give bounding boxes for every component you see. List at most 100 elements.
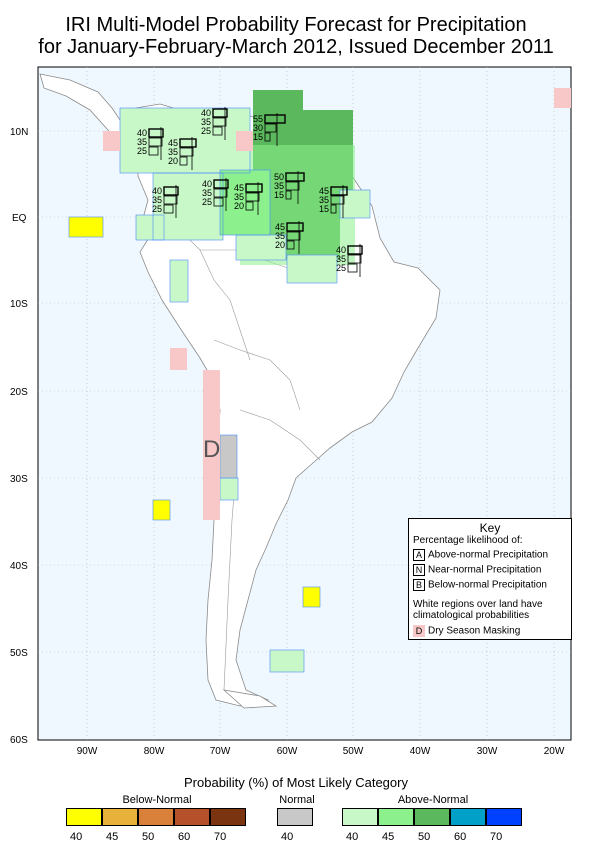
forecast-value: 35: [168, 147, 178, 157]
forecast-value: 40: [152, 186, 162, 196]
tierra-del-fuego-land: [222, 689, 278, 709]
above-normal-swatch: [414, 808, 450, 826]
forecast-value: 35: [234, 192, 244, 202]
forecast-bar: [285, 190, 292, 200]
forecast-bar: [347, 263, 358, 273]
dry-season-label: D: [203, 436, 220, 463]
forecast-bar: [163, 186, 179, 196]
forecast-markers: 4035254035254535205530154035254035254535…: [137, 107, 363, 277]
forecast-bar: [264, 123, 277, 133]
key-text: Below-normal Precipitation: [428, 579, 547, 591]
key-text: Above-normal Precipitation: [428, 549, 549, 561]
forecast-value: 25: [201, 126, 211, 136]
forecast-value: 25: [152, 204, 162, 214]
above-normal-shading: [120, 90, 370, 672]
forecast-value: 35: [137, 137, 147, 147]
forecast-bar: [213, 188, 228, 198]
forecast-value: 40: [137, 128, 147, 138]
forecast-bar: [285, 181, 300, 191]
forecast-value: 45: [168, 138, 178, 148]
lat-label: 30S: [10, 474, 28, 485]
below-normal-swatch: [102, 808, 138, 826]
forecast-bar: [179, 138, 197, 148]
forecast-bar: [330, 195, 345, 205]
forecast-value: 40: [201, 108, 211, 118]
lon-label: 70W: [210, 746, 231, 757]
lon-label: 40W: [410, 746, 431, 757]
above-normal-tick: 50: [418, 831, 431, 843]
forecast-bar: [245, 183, 263, 193]
key-title: Key: [479, 521, 501, 535]
normal-swatch: [277, 808, 313, 826]
forecast-bar: [245, 192, 260, 202]
key-text: Dry Season Masking: [428, 625, 521, 637]
below-normal-swatch: [138, 808, 174, 826]
mask-swatch: D: [413, 625, 425, 637]
forecast-value: 35: [319, 195, 329, 205]
forecast-value: 20: [275, 240, 285, 250]
below-normal-tick: 70: [214, 831, 227, 843]
below-normal-swatch: [210, 808, 246, 826]
key-row-near: N Near-normal Precipitation: [413, 564, 541, 576]
forecast-bar: [148, 137, 163, 147]
lon-label: 90W: [77, 746, 98, 757]
forecast-value: 40: [336, 245, 346, 255]
forecast-bar: [212, 108, 228, 118]
above-normal-swatch: [342, 808, 378, 826]
forecast-bar: [179, 147, 194, 157]
above-normal-tick: 70: [490, 831, 503, 843]
forecast-value: 20: [168, 156, 178, 166]
forecast-value: 55: [253, 114, 263, 124]
forecast-bar: [330, 204, 337, 214]
forecast-bar: [245, 201, 254, 211]
forecast-value: 25: [202, 197, 212, 207]
forecast-value: 30: [253, 123, 263, 133]
forecast-value: 35: [274, 181, 284, 191]
key-letter: N: [413, 564, 425, 576]
forecast-bar: [148, 146, 159, 156]
key-text: Near-normal Precipitation: [428, 564, 542, 576]
forecast-value: 35: [152, 195, 162, 205]
lat-label: 40S: [10, 561, 28, 572]
below-normal-swatch: [174, 808, 210, 826]
forecast-value: 35: [336, 254, 346, 264]
forecast-bar: [264, 114, 286, 124]
forecast-bar: [212, 126, 223, 136]
key-note-line-1: White regions over land have: [413, 599, 543, 610]
above-normal-cell-borders: [119, 107, 371, 673]
map-title-line-2: for January-February-March 2012, Issued …: [38, 36, 554, 58]
forecast-bar: [286, 240, 295, 250]
lon-label: 60W: [277, 746, 298, 757]
key-row-above: A Above-normal Precipitation: [413, 549, 548, 561]
normal-label: Normal: [279, 794, 315, 806]
forecast-value: 45: [319, 186, 329, 196]
lon-label: 30W: [477, 746, 498, 757]
key-row-mask: D Dry Season Masking: [413, 625, 520, 637]
forecast-bar: [213, 197, 224, 207]
forecast-bar: [330, 186, 348, 196]
forecast-bar: [347, 254, 362, 264]
forecast-bar: [148, 128, 164, 138]
forecast-value: 35: [275, 231, 285, 241]
lat-label: 10N: [10, 127, 28, 138]
map-key: Key Percentage likelihood of: A Above-nor…: [408, 518, 572, 640]
legend-title: Probability (%) of Most Likely Category: [184, 775, 408, 790]
lat-label: 10S: [10, 299, 28, 310]
forecast-value: 15: [274, 190, 284, 200]
forecast-value: 45: [234, 183, 244, 193]
above-normal-tick: 45: [382, 831, 395, 843]
above-normal-tick: 40: [346, 831, 359, 843]
forecast-value: 25: [336, 263, 346, 273]
forecast-bar: [286, 231, 301, 241]
map-title-line-1: IRI Multi-Model Probability Forecast for…: [65, 14, 527, 36]
forecast-value: 35: [201, 117, 211, 127]
above-normal-label: Above-Normal: [397, 794, 469, 806]
lon-label: 50W: [343, 746, 364, 757]
